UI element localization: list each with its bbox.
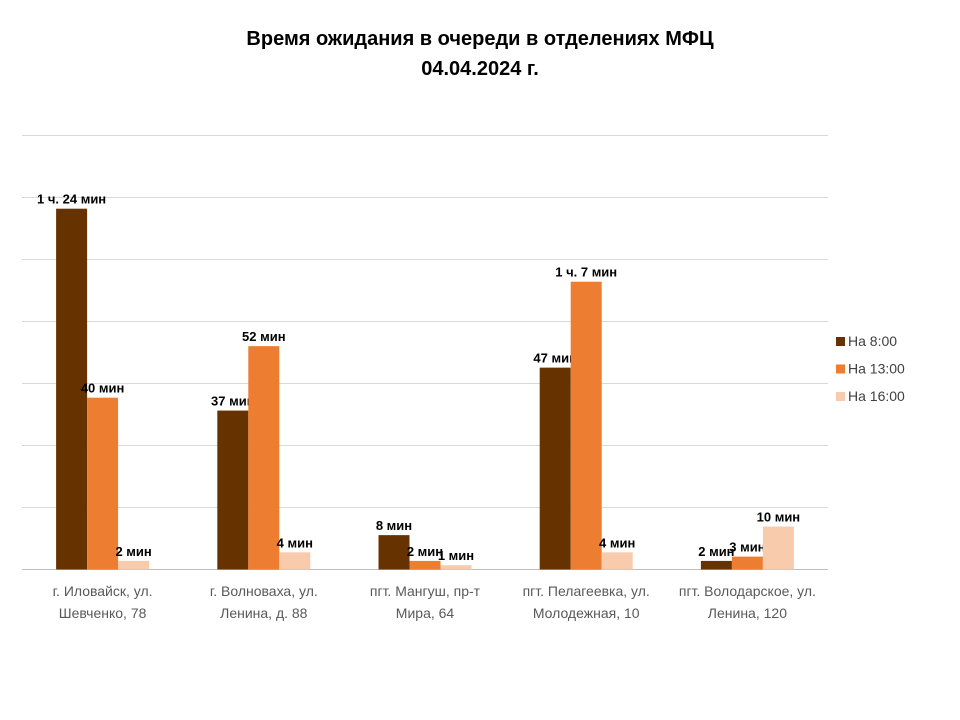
category-label: Шевченко, 78 [59, 605, 147, 621]
category-label: г. Волноваха, ул. [210, 583, 318, 599]
data-label: 37 мин [211, 394, 255, 409]
bar [118, 560, 150, 570]
legend-label: На 8:00 [848, 333, 897, 349]
category-label: Ленина, 120 [708, 605, 787, 621]
chart-subtitle: 04.04.2024 г. [421, 58, 539, 80]
data-label: 10 мин [757, 510, 801, 525]
data-label: 1 ч. 7 мин [555, 265, 617, 280]
legend-swatch [836, 364, 845, 374]
bar [440, 565, 472, 570]
category-label: Молодежная, 10 [533, 605, 640, 621]
bar [279, 552, 311, 570]
data-label: 2 мин [115, 544, 151, 559]
bar [601, 552, 633, 570]
bar [56, 208, 88, 570]
category-label: Мира, 64 [396, 605, 455, 621]
legend-label: На 16:00 [848, 388, 905, 404]
category-label: Ленина, д. 88 [220, 605, 308, 621]
data-label: 2 мин [407, 544, 443, 559]
category-label: пгт. Мангуш, пр-т [370, 583, 481, 599]
bar [87, 397, 119, 570]
data-label: 4 мин [599, 535, 635, 550]
data-label: 3 мин [729, 540, 765, 555]
data-label: 1 ч. 24 мин [37, 192, 106, 207]
category-label: пгт. Володарское, ул. [679, 583, 816, 599]
data-label: 8 мин [376, 518, 412, 533]
chart-title: Время ожидания в очереди в отделениях МФ… [246, 28, 714, 50]
legend-swatch [836, 337, 845, 346]
bar [700, 560, 732, 570]
bar [539, 367, 571, 570]
data-label: 2 мин [698, 544, 734, 559]
bar [378, 535, 410, 570]
legend-label: На 13:00 [848, 361, 905, 377]
bar [409, 560, 441, 570]
data-label: 52 мин [242, 329, 286, 344]
bar [570, 281, 602, 570]
category-label: пгт. Пелагеевка, ул. [523, 583, 650, 599]
bar [248, 346, 280, 570]
legend-swatch [836, 392, 845, 401]
data-label: 1 мин [438, 548, 474, 563]
data-label: 47 мин [533, 351, 577, 366]
category-label: г. Иловайск, ул. [53, 583, 153, 599]
data-label: 4 мин [277, 535, 313, 550]
data-label: 40 мин [81, 381, 125, 396]
bar [731, 556, 763, 570]
bar [217, 410, 249, 570]
bar [762, 526, 794, 570]
